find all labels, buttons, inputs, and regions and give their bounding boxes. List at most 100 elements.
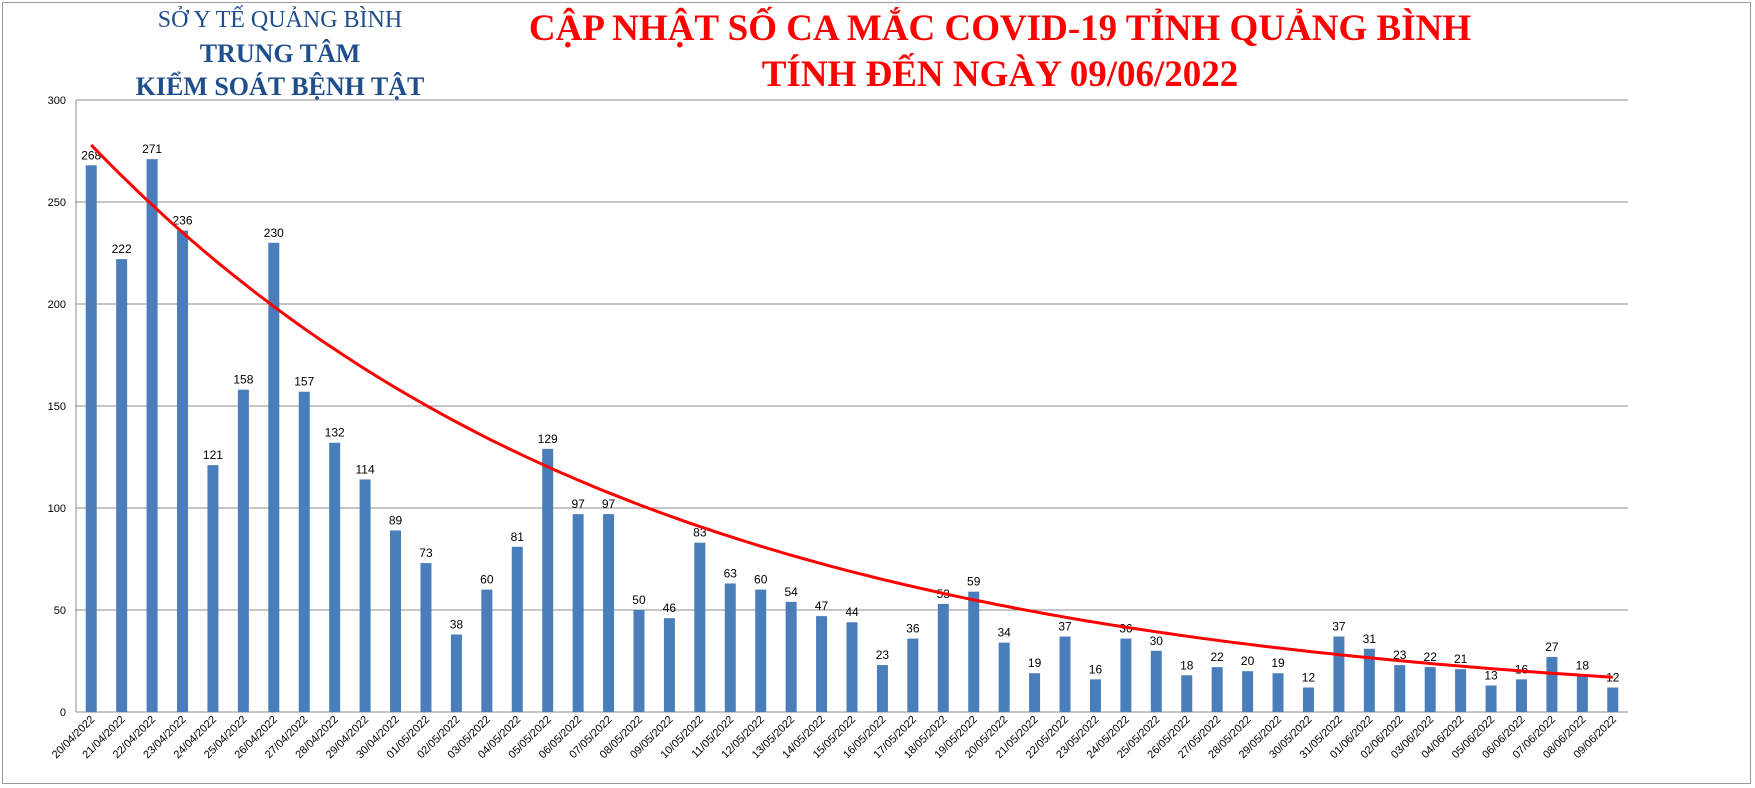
bar	[1302, 687, 1314, 712]
y-tick-label: 150	[48, 401, 66, 413]
bar-value-label: 81	[511, 530, 525, 544]
bar-value-label: 50	[632, 593, 646, 607]
bar	[633, 610, 645, 712]
chart-title-line-1: CẬP NHẬT SỐ CA MẮC COVID-19 TỈNH QUẢNG B…	[528, 8, 1472, 49]
bar-value-label: 13	[1484, 668, 1498, 682]
bar	[1150, 650, 1162, 712]
bar-value-label: 97	[571, 497, 585, 511]
bar	[542, 448, 554, 712]
bar	[1211, 667, 1223, 712]
bar-value-label: 44	[845, 605, 859, 619]
y-tick-label: 0	[60, 707, 66, 719]
bar-value-label: 31	[1363, 632, 1377, 646]
y-tick-label: 50	[54, 605, 66, 617]
bar-value-label: 157	[294, 375, 314, 389]
bar-value-label: 222	[112, 242, 132, 256]
chart-title-line-2: TÍNH ĐẾN NGÀY 09/06/2022	[761, 54, 1239, 95]
bar	[1485, 685, 1497, 712]
bar	[846, 622, 858, 712]
bar-value-label: 89	[389, 513, 403, 527]
bar-value-label: 30	[1150, 634, 1164, 648]
bar-value-label: 12	[1302, 671, 1316, 685]
bar-value-label: 36	[906, 622, 920, 636]
bar	[876, 665, 888, 712]
y-tick-label: 300	[48, 95, 66, 107]
bar	[816, 616, 828, 712]
bar-value-label: 59	[967, 575, 981, 589]
bar	[116, 259, 128, 712]
organization-header: SỞ Y TẾ QUẢNG BÌNH TRUNG TÂM KIỂM SOÁT B…	[100, 4, 460, 103]
bar-value-label: 19	[1271, 656, 1285, 670]
bar-value-label: 16	[1515, 662, 1529, 676]
bar-value-label: 34	[997, 626, 1011, 640]
bar-value-label: 19	[1028, 656, 1042, 670]
bar	[755, 589, 767, 712]
bar	[237, 389, 249, 712]
bar-value-label: 63	[724, 566, 738, 580]
bar-value-label: 60	[480, 573, 494, 587]
bar-value-label: 47	[815, 599, 829, 613]
bar	[1576, 675, 1588, 712]
bar-value-label: 129	[538, 432, 558, 446]
bar-value-label: 22	[1210, 650, 1224, 664]
bar	[998, 642, 1010, 712]
bar-value-label: 54	[784, 585, 798, 599]
bar	[1120, 638, 1132, 712]
y-tick-label: 250	[48, 197, 66, 209]
bar	[420, 563, 432, 712]
bar-value-label: 236	[172, 214, 192, 228]
y-tick-label: 200	[48, 299, 66, 311]
bar	[937, 603, 949, 712]
bar-value-label: 46	[663, 601, 677, 615]
bar	[1089, 679, 1101, 712]
org-line-3: KIỂM SOÁT BỆNH TẬT	[135, 72, 425, 101]
bar	[694, 542, 706, 712]
bar-value-label: 73	[419, 546, 433, 560]
bar	[85, 165, 97, 712]
bar	[359, 479, 371, 712]
bar-value-label: 132	[325, 426, 345, 440]
bar	[298, 391, 310, 712]
bar	[390, 530, 402, 712]
bar-value-label: 21	[1454, 652, 1468, 666]
bar	[1546, 656, 1558, 712]
y-tick-label: 100	[48, 503, 66, 515]
bar-value-label: 38	[450, 617, 464, 631]
bar	[268, 242, 280, 713]
bar-value-label: 271	[142, 142, 162, 156]
bar-value-label: 37	[1058, 620, 1072, 634]
bar	[1333, 636, 1345, 712]
bar	[1242, 671, 1254, 712]
org-line-2: TRUNG TÂM	[199, 39, 361, 68]
org-line-1: SỞ Y TẾ QUẢNG BÌNH	[157, 7, 403, 33]
bar-value-label: 18	[1180, 658, 1194, 672]
bar	[968, 591, 980, 712]
bar-value-label: 12	[1606, 671, 1620, 685]
bar	[724, 583, 736, 712]
bar	[1424, 667, 1436, 712]
bar	[146, 159, 158, 712]
bar	[603, 514, 615, 712]
bar-value-label: 27	[1545, 640, 1559, 654]
bar-value-label: 23	[1393, 648, 1407, 662]
bar-value-label: 16	[1089, 662, 1103, 676]
bar	[1607, 687, 1619, 712]
bar	[450, 634, 462, 712]
bar	[1059, 636, 1071, 712]
bar-value-label: 37	[1332, 620, 1346, 634]
bar	[329, 442, 341, 712]
bar	[907, 638, 919, 712]
bar-value-label: 158	[233, 373, 253, 387]
bar-value-label: 22	[1424, 650, 1438, 664]
bar-value-label: 230	[264, 226, 284, 240]
bar	[663, 618, 675, 712]
bar	[481, 589, 493, 712]
bar	[1029, 673, 1041, 712]
bar	[1363, 648, 1375, 712]
bar	[207, 465, 219, 712]
bar-value-label: 121	[203, 448, 223, 462]
bar-value-label: 97	[602, 497, 616, 511]
trendline	[90, 143, 1613, 679]
